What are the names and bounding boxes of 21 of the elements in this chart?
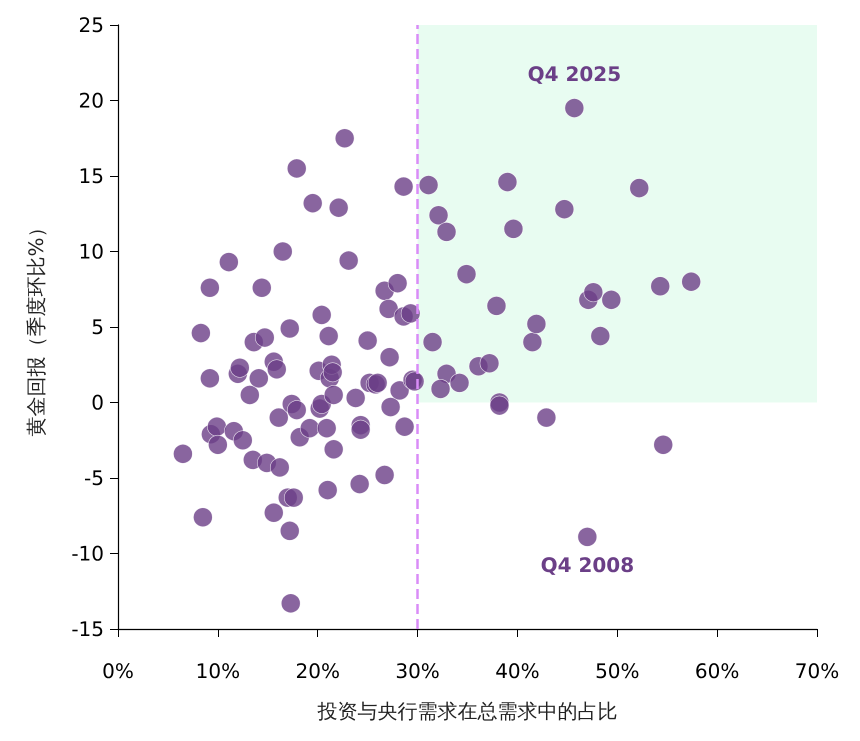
y-tick-label: 10 [78,240,104,264]
y-tick-label: 5 [91,315,104,339]
y-tick-label: -5 [84,466,104,490]
x-tick-label: 30% [395,659,440,683]
x-tick-label: 70% [794,659,840,683]
y-tick-label: 20 [78,88,104,112]
y-tick-label: 15 [78,164,104,188]
x-tick-label: 10% [196,659,240,683]
x-tick-label: 50% [595,659,640,683]
y-tick-label: 0 [91,390,104,414]
y-axis-title: 黄金回报（季度环比%） [24,217,48,437]
x-tick-label: 20% [295,659,340,683]
y-tick-label: 25 [78,13,104,37]
x-axis-title: 投资与央行需求在总需求中的占比 [316,699,618,723]
x-tick-label: 40% [495,659,540,683]
annotation: Q4 2008 [540,552,634,577]
y-tick-label: -10 [71,542,104,566]
x-tick-label: 0% [102,659,134,683]
annotation: Q4 2025 [528,62,622,86]
x-tick-label: 60% [694,659,740,683]
y-tick-label: -15 [71,617,104,641]
